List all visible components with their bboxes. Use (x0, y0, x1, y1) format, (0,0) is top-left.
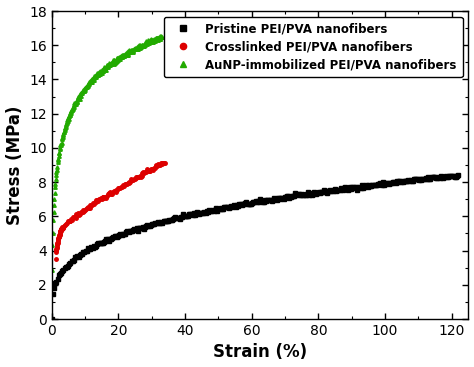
Line: AuNP-immobilized PEI/PVA nanofibers: AuNP-immobilized PEI/PVA nanofibers (50, 34, 164, 272)
AuNP-immobilized PEI/PVA nanofibers (142, 43, 147, 47)
AuNP-immobilized PEI/PVA nanofibers (159, 34, 164, 39)
Y-axis label: Stress (MPa): Stress (MPa) (6, 105, 24, 225)
AuNP-immobilized PEI/PVA nanofibers (116, 55, 122, 60)
Crosslinked PEI/PVA nanofibers (158, 160, 164, 165)
AuNP-immobilized PEI/PVA nanofibers (115, 56, 120, 61)
AuNP-immobilized PEI/PVA nanofibers (114, 55, 120, 60)
Line: Crosslinked PEI/PVA nanofibers: Crosslinked PEI/PVA nanofibers (54, 161, 167, 261)
AuNP-immobilized PEI/PVA nanofibers (149, 39, 155, 44)
AuNP-immobilized PEI/PVA nanofibers (50, 243, 55, 248)
Crosslinked PEI/PVA nanofibers (75, 211, 81, 215)
Crosslinked PEI/PVA nanofibers (100, 195, 106, 199)
Pristine PEI/PVA nanofibers (265, 197, 271, 202)
Pristine PEI/PVA nanofibers (237, 202, 242, 207)
Crosslinked PEI/PVA nanofibers (140, 171, 146, 175)
Crosslinked PEI/PVA nanofibers (53, 257, 59, 261)
Pristine PEI/PVA nanofibers (450, 174, 456, 178)
AuNP-immobilized PEI/PVA nanofibers (49, 268, 55, 273)
X-axis label: Strain (%): Strain (%) (213, 344, 307, 361)
Pristine PEI/PVA nanofibers (456, 173, 461, 178)
Pristine PEI/PVA nanofibers (157, 221, 163, 225)
Crosslinked PEI/PVA nanofibers (162, 161, 168, 165)
Crosslinked PEI/PVA nanofibers (122, 182, 128, 186)
Legend: Pristine PEI/PVA nanofibers, Crosslinked PEI/PVA nanofibers, AuNP-immobilized PE: Pristine PEI/PVA nanofibers, Crosslinked… (164, 17, 463, 77)
AuNP-immobilized PEI/PVA nanofibers (157, 34, 163, 39)
Pristine PEI/PVA nanofibers (49, 317, 55, 321)
Crosslinked PEI/PVA nanofibers (84, 206, 90, 210)
Crosslinked PEI/PVA nanofibers (106, 191, 111, 195)
Pristine PEI/PVA nanofibers (438, 174, 444, 179)
Line: Pristine PEI/PVA nanofibers: Pristine PEI/PVA nanofibers (50, 174, 460, 321)
Pristine PEI/PVA nanofibers (289, 194, 295, 198)
